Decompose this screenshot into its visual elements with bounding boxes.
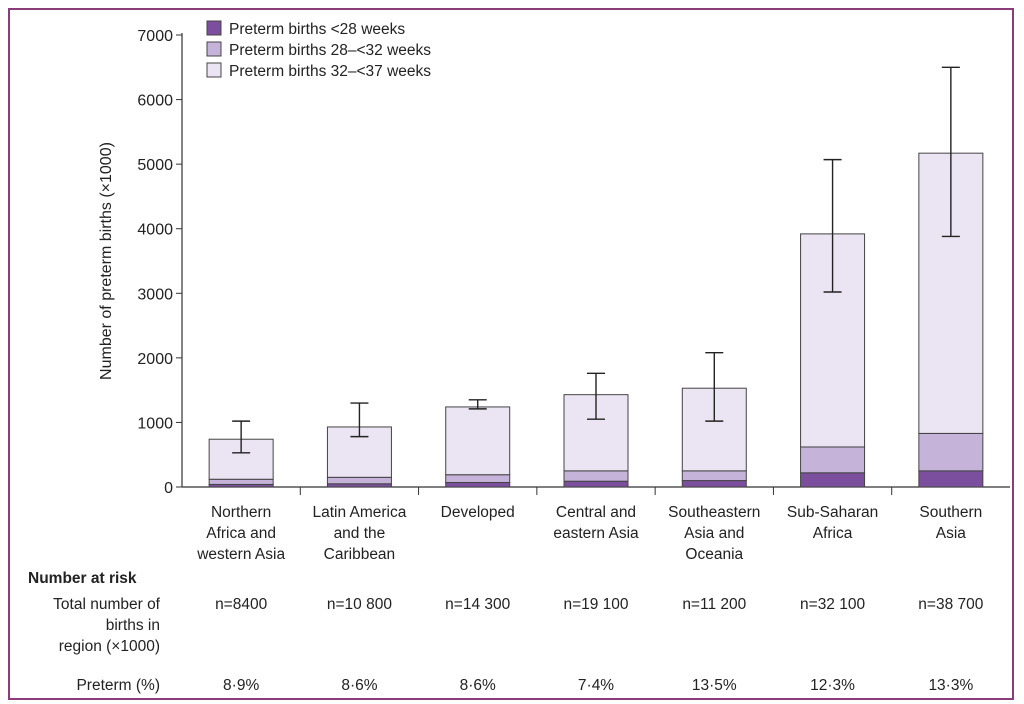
x-tick-label: Developed: [441, 504, 515, 521]
bar-segment-2: [918, 432, 984, 472]
error-bars: [232, 66, 960, 454]
y-tick-label: 5000: [137, 157, 173, 174]
x-tick-label: Northern: [211, 504, 271, 521]
x-tick-label: Africa: [813, 525, 853, 542]
x-tick-labels: Northern Africa and western Asia Latin Amer…: [196, 504, 982, 563]
bar-segment-1: [681, 480, 747, 488]
x-tick-label: Oceania: [685, 546, 743, 563]
preterm-percent-value: 8·9%: [223, 677, 259, 694]
figure-frame: 0 1000 2000 3000 4000 5000 6000 7000 Number of p…: [8, 8, 1014, 700]
bar-segment-1: [918, 470, 984, 488]
total-births-value: n=14 300: [445, 596, 510, 613]
legend-swatch: [206, 62, 222, 78]
row-label-preterm: Preterm (%): [76, 677, 160, 694]
total-births-value: n=11 200: [682, 596, 746, 613]
preterm-percent-value: 12·3%: [810, 677, 855, 694]
legend-label: Preterm births 32–<37 weeks: [229, 63, 431, 80]
bar-segment-2: [208, 478, 274, 485]
legend-swatch: [206, 41, 222, 57]
x-tick-label: and the: [334, 525, 386, 542]
axes: 0 1000 2000 3000 4000 5000 6000 7000 Number of p…: [98, 28, 1010, 497]
x-tick-label: Central and: [556, 504, 636, 521]
total-births-value: n=32 100: [800, 596, 865, 613]
legend-swatch: [206, 20, 222, 36]
x-tick-label: western Asia: [196, 546, 285, 563]
legend-label: Preterm births 28–<32 weeks: [229, 42, 431, 59]
y-tick-label: 3000: [137, 286, 173, 303]
preterm-percent-value: 7·4%: [578, 677, 614, 694]
x-tick-label: Caribbean: [324, 546, 396, 563]
y-tick-label: 2000: [137, 351, 173, 368]
y-tick-label: 4000: [137, 222, 173, 239]
y-tick-label: 7000: [137, 28, 173, 45]
x-tick-label: Asia and: [684, 525, 744, 542]
x-tick-label: Africa and: [206, 525, 276, 542]
bar-segment-3: [445, 406, 511, 476]
total-births-value: n=19 100: [563, 596, 628, 613]
preterm-percent-value: 8·6%: [460, 677, 496, 694]
stacked-bar-chart: 0 1000 2000 3000 4000 5000 6000 7000 Number of p…: [28, 20, 1010, 694]
x-tick-label: Latin America: [312, 504, 406, 521]
y-tick-label: 0: [164, 480, 173, 497]
preterm-percent-value: 8·6%: [341, 677, 377, 694]
row-label-total-births: births in: [106, 617, 160, 634]
preterm-percent-value: 13·5%: [692, 677, 737, 694]
x-tick-label: Southern: [919, 504, 982, 521]
bar-segment-2: [681, 470, 747, 482]
bar-segment-2: [563, 470, 629, 482]
y-tick-label: 1000: [137, 415, 173, 432]
row-label-total-births: region (×1000): [59, 638, 160, 655]
legend-label: Preterm births <28 weeks: [229, 21, 405, 38]
legend: Preterm births <28 weeks Preterm births 2…: [206, 20, 431, 80]
bar-segment-1: [800, 472, 866, 488]
row-label-total-births: Total number of: [53, 596, 161, 613]
bar-segment-2: [800, 446, 866, 474]
table-heading: Number at risk: [28, 570, 137, 587]
x-tick-label: eastern Asia: [553, 525, 639, 542]
x-tick-label: Asia: [936, 525, 967, 542]
bar-segment-1: [445, 481, 511, 488]
bars: [208, 152, 984, 488]
y-axis-title: Number of preterm births (×1000): [98, 142, 115, 380]
bar-segment-1: [563, 480, 629, 488]
number-at-risk-table: Number at risk Total number of births in re…: [28, 570, 984, 694]
bar-segment-2: [445, 474, 511, 483]
x-tick-label: Southeastern: [668, 504, 760, 521]
total-births-value: n=10 800: [327, 596, 392, 613]
bar-segment-2: [326, 476, 392, 485]
preterm-percent-value: 13·3%: [928, 677, 973, 694]
y-tick-label: 6000: [137, 93, 173, 110]
total-births-value: n=8400: [215, 596, 268, 613]
total-births-value: n=38 700: [918, 596, 983, 613]
x-tick-label: Sub-Saharan: [787, 504, 878, 521]
